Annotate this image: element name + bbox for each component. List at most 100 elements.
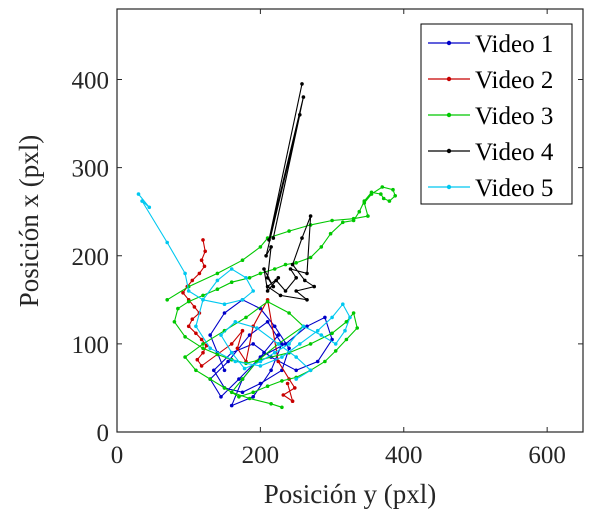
data-point (229, 390, 234, 395)
data-point (240, 390, 245, 395)
data-point (172, 320, 177, 324)
data-point (237, 395, 241, 399)
data-point (186, 324, 191, 329)
data-point (391, 187, 395, 192)
data-point (235, 346, 240, 351)
data-point (276, 359, 281, 364)
data-point (293, 386, 297, 390)
data-point (247, 276, 252, 280)
legend-box (420, 23, 573, 205)
data-point (215, 287, 220, 292)
data-point (343, 328, 347, 333)
data-point (381, 196, 386, 201)
data-point (287, 346, 291, 351)
data-point (315, 328, 320, 333)
legend: Video 1 Video 2 Video 3 Video 4 Video 5 (420, 23, 573, 205)
data-point (308, 368, 313, 373)
data-point (272, 350, 277, 355)
data-point (269, 402, 273, 406)
data-point (215, 271, 220, 276)
data-point (233, 320, 238, 324)
data-point (355, 326, 360, 330)
data-point (258, 381, 263, 386)
data-point (186, 289, 191, 293)
x-tick-label: 200 (242, 442, 280, 469)
data-point (201, 238, 205, 242)
y-axis-label: Posición x (pxl) (14, 135, 44, 308)
data-point (262, 350, 266, 355)
data-point (280, 342, 284, 346)
data-point (251, 342, 255, 346)
data-point (300, 236, 304, 240)
data-point (344, 320, 349, 324)
data-point (308, 255, 313, 260)
data-point (229, 280, 234, 285)
data-point (294, 261, 299, 265)
data-point (222, 302, 227, 307)
data-point (251, 390, 255, 395)
data-point (272, 267, 277, 271)
series-4 (262, 82, 317, 302)
legend-marker (446, 148, 452, 154)
data-point (208, 346, 212, 351)
data-point (303, 278, 307, 283)
data-point (201, 342, 205, 346)
data-point (294, 377, 299, 381)
x-axis-label: Posición y (pxl) (264, 479, 437, 509)
data-point (183, 355, 187, 359)
data-point (357, 209, 362, 214)
data-point (265, 384, 270, 389)
series-layer (136, 82, 398, 410)
series-line (138, 193, 351, 380)
data-point (276, 276, 281, 280)
data-point (254, 326, 259, 330)
y-tick-label: 100 (72, 332, 110, 359)
data-point (319, 245, 324, 249)
data-point (319, 333, 324, 337)
data-point (366, 214, 370, 218)
data-point (240, 377, 245, 381)
data-point (300, 82, 304, 86)
data-point (265, 320, 270, 324)
data-point (330, 315, 334, 320)
data-point (267, 238, 271, 242)
data-point (283, 342, 288, 346)
data-point (192, 305, 197, 309)
data-point (183, 335, 187, 339)
data-point (251, 289, 255, 293)
y-tick-label: 0 (97, 420, 110, 447)
legend-label: Video 1 (475, 31, 553, 58)
data-point (341, 302, 345, 307)
series-line (263, 83, 316, 301)
legend-marker (446, 76, 452, 82)
data-point (208, 333, 212, 337)
data-point (199, 258, 204, 263)
data-point (215, 278, 220, 283)
data-point (379, 192, 383, 196)
legend-label: Video 3 (475, 103, 553, 130)
data-point (219, 333, 223, 337)
x-tick-label: 0 (111, 442, 124, 469)
legend-label: Video 5 (475, 175, 553, 202)
data-point (195, 357, 200, 362)
data-point (229, 267, 234, 271)
data-point (351, 218, 356, 223)
data-point (201, 350, 205, 355)
data-point (190, 278, 195, 283)
data-point (269, 368, 273, 373)
y-tick-label: 300 (72, 156, 110, 183)
data-point (294, 368, 299, 373)
x-ticks: 0 200 400 600 (111, 9, 566, 469)
data-point (240, 328, 245, 333)
data-point (276, 333, 281, 337)
data-point (285, 381, 290, 386)
data-point (233, 359, 238, 364)
series-line (166, 186, 396, 408)
data-point (237, 377, 241, 381)
data-point (165, 240, 169, 245)
data-point (280, 379, 284, 383)
series-line (209, 299, 333, 407)
data-point (330, 218, 334, 223)
data-point (229, 350, 234, 355)
